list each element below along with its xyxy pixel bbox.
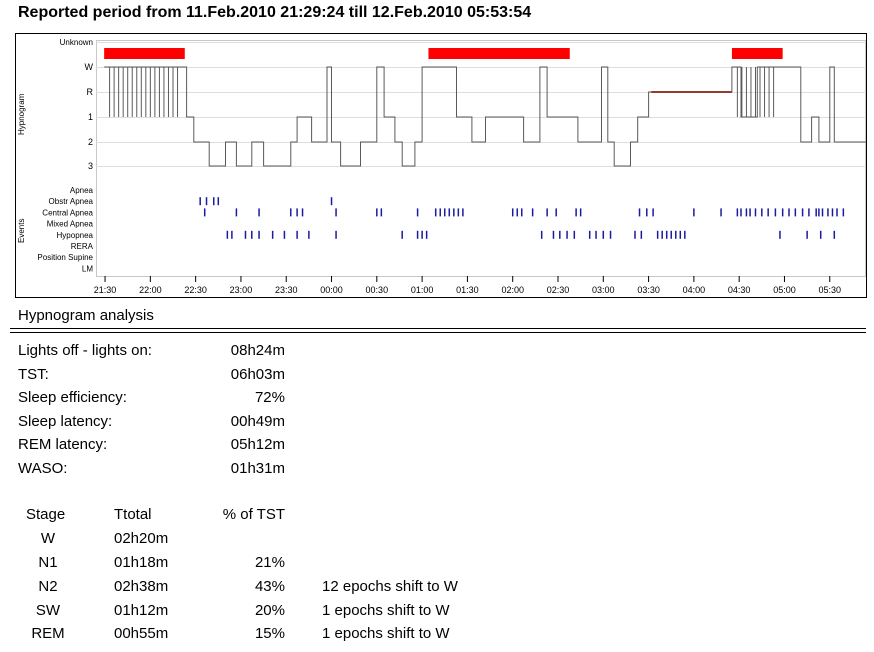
summary-label: Lights off - lights on: bbox=[18, 342, 152, 359]
stage-header: Stage bbox=[26, 506, 66, 523]
total-header: Ttotal bbox=[114, 506, 152, 523]
total-cell: 00h55m bbox=[114, 625, 169, 642]
event-label: Hypopnea bbox=[57, 231, 94, 240]
event-label: RERA bbox=[71, 242, 94, 251]
x-tick-label: 04:30 bbox=[728, 285, 751, 295]
percent-cell: 21% bbox=[254, 554, 285, 571]
total-cell: 02h38m bbox=[114, 578, 169, 595]
summary-value: 05h12m bbox=[230, 436, 285, 453]
x-tick-label: 23:30 bbox=[275, 285, 298, 295]
note-cell: 12 epochs shift to W bbox=[322, 578, 458, 595]
divider bbox=[10, 328, 866, 329]
percent-header: % of TST bbox=[222, 506, 285, 523]
group-labels: Hypnogram Events bbox=[17, 93, 26, 243]
x-tick-label: 00:00 bbox=[320, 285, 343, 295]
total-cell: 02h20m bbox=[114, 530, 169, 547]
x-tick-label: 22:30 bbox=[184, 285, 207, 295]
hypnogram-group-label: Hypnogram bbox=[17, 93, 26, 135]
hypnogram-events-chart: Unknown W R 1 2 3 Apnea Obstr Apnea Central Apn… bbox=[15, 33, 867, 298]
report-period-title: Reported period from 11.Feb.2010 21:29:2… bbox=[18, 4, 532, 21]
x-tick-label: 05:30 bbox=[818, 285, 841, 295]
hypnogram-line bbox=[104, 66, 866, 167]
stage-label: R bbox=[87, 87, 94, 97]
summary-label: Sleep latency: bbox=[18, 413, 113, 430]
events-group-label: Events bbox=[17, 219, 26, 243]
unknown-bar bbox=[104, 48, 185, 59]
stage-cell: N2 bbox=[38, 578, 58, 595]
x-tick-label: 05:00 bbox=[773, 285, 796, 295]
x-tick-label: 21:30 bbox=[94, 285, 117, 295]
stage-label: Unknown bbox=[60, 38, 93, 47]
stage-label: 1 bbox=[88, 112, 93, 122]
summary-value: 72% bbox=[254, 389, 285, 406]
stage-label: 2 bbox=[88, 137, 93, 147]
hypnogram-trace bbox=[104, 66, 866, 167]
stage-label: W bbox=[85, 62, 94, 72]
stage-cell: REM bbox=[31, 625, 65, 642]
event-label: Position Supine bbox=[37, 253, 93, 262]
total-cell: 01h12m bbox=[114, 602, 169, 619]
stage-cell: SW bbox=[35, 602, 61, 619]
percent-cell: 20% bbox=[254, 602, 285, 619]
summary-value: 06h03m bbox=[230, 366, 285, 383]
x-tick-label: 01:30 bbox=[456, 285, 479, 295]
plot-area bbox=[96, 40, 866, 277]
analysis-title: Hypnogram analysis bbox=[18, 307, 154, 324]
summary-label: TST: bbox=[18, 366, 49, 383]
x-tick-label: 23:00 bbox=[230, 285, 253, 295]
x-tick-label: 01:00 bbox=[411, 285, 434, 295]
event-axis-labels: Apnea Obstr Apnea Central Apnea Mixed Apnea… bbox=[37, 186, 93, 273]
x-tick-label: 02:30 bbox=[547, 285, 570, 295]
unknown-bar bbox=[428, 48, 570, 59]
stage-axis-labels: Unknown W R 1 2 3 bbox=[60, 38, 94, 171]
stage-cell: W bbox=[40, 530, 56, 547]
unknown-bar bbox=[731, 48, 783, 59]
summary-value: 08h24m bbox=[230, 342, 285, 359]
event-label: Mixed Apnea bbox=[47, 220, 94, 229]
total-cell: 01h18m bbox=[114, 554, 169, 571]
event-label: LM bbox=[82, 264, 93, 273]
x-axis-ticks: 21:30 22:00 22:30 23:00 23:30 00:00 00:30 01:00… bbox=[94, 276, 841, 295]
x-tick-label: 00:30 bbox=[366, 285, 389, 295]
stage-label: 3 bbox=[88, 161, 93, 171]
summary-value: 01h31m bbox=[230, 460, 285, 477]
event-marks bbox=[199, 197, 845, 239]
percent-cell: 15% bbox=[254, 625, 285, 642]
chart-frame bbox=[15, 33, 867, 298]
summary-label: REM latency: bbox=[18, 436, 108, 453]
summary-label: Sleep efficiency: bbox=[18, 389, 127, 406]
divider bbox=[10, 332, 866, 333]
unknown-bars bbox=[104, 48, 783, 59]
summary-label: WASO: bbox=[18, 460, 68, 477]
note-cell: 1 epochs shift to W bbox=[322, 625, 450, 642]
summary-value: 00h49m bbox=[230, 413, 285, 430]
x-tick-label: 03:30 bbox=[637, 285, 660, 295]
event-label: Obstr Apnea bbox=[49, 197, 94, 206]
x-tick-label: 04:00 bbox=[683, 285, 706, 295]
percent-cell: 43% bbox=[254, 578, 285, 595]
x-tick-label: 02:00 bbox=[501, 285, 524, 295]
stage-cell: N1 bbox=[38, 554, 58, 571]
event-label: Central Apnea bbox=[42, 208, 93, 217]
event-label: Apnea bbox=[70, 186, 94, 195]
x-tick-label: 22:00 bbox=[139, 285, 162, 295]
x-tick-label: 03:00 bbox=[592, 285, 615, 295]
note-cell: 1 epochs shift to W bbox=[322, 602, 450, 619]
